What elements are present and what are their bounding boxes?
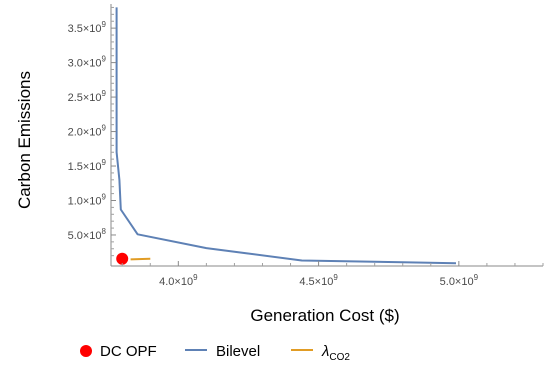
y-axis: 5.0×108 1.0×109 1.5×109 2.0×109 2.5×109 3.0×1… [68,4,116,266]
plot-area [115,7,457,265]
data-point-dc-opf [116,252,129,265]
y-tick-label: 5.0×108 [68,227,107,242]
legend-label-lambda: λCO2 [321,343,350,363]
y-tick-label: 1.0×109 [68,193,107,208]
y-tick-label: 2.0×109 [68,124,107,139]
legend-lambda-symbol: λ [321,343,329,360]
legend: DC OPF Bilevel λCO2 [80,343,350,363]
x-axis-title: Generation Cost ($) [250,306,399,325]
legend-label-bilevel: Bilevel [216,343,260,360]
x-tick-label: 4.5×109 [299,273,338,288]
x-tick-label: 4.0×109 [159,273,198,288]
legend-marker-dc-opf [80,345,92,357]
series-line-lambda-co2 [130,257,151,261]
y-tick-label: 1.5×109 [68,158,107,173]
y-tick-label: 3.5×109 [68,20,107,35]
y-axis-title: Carbon Emissions [15,71,34,209]
x-tick-label: 5.0×109 [440,273,479,288]
series-line-bilevel [115,7,457,265]
legend-label-dc-opf: DC OPF [100,343,157,360]
y-tick-label: 2.5×109 [68,89,107,104]
x-axis: 4.0×109 4.5×109 5.0×109 [111,261,544,288]
y-tick-label: 3.0×109 [68,55,107,70]
legend-lambda-subscript: CO2 [329,352,350,363]
